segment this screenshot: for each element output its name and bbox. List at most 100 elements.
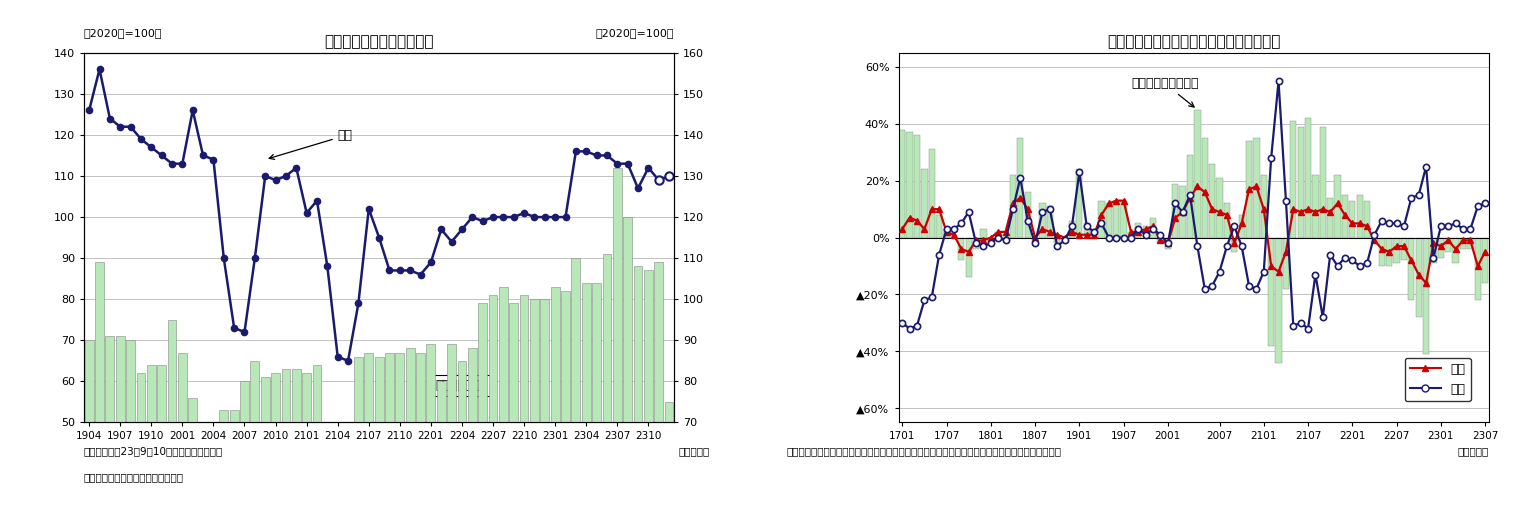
Bar	[913, 135, 921, 238]
Bar	[333, 427, 342, 528]
Bar	[127, 340, 134, 528]
Bar	[1223, 203, 1231, 238]
Bar	[406, 348, 415, 528]
Bar	[1438, 238, 1445, 258]
Bar	[437, 381, 446, 528]
Text: （年・月）: （年・月）	[680, 446, 710, 456]
Bar	[229, 410, 238, 528]
Bar	[1342, 195, 1348, 238]
Bar	[458, 361, 466, 528]
Bar	[1423, 238, 1429, 354]
Bar	[426, 344, 435, 528]
Bar	[1090, 229, 1098, 238]
Bar	[582, 283, 591, 528]
Bar	[1327, 198, 1333, 238]
Bar	[1483, 238, 1489, 283]
Bar	[1467, 238, 1474, 249]
Bar	[1157, 238, 1164, 243]
Bar	[1121, 201, 1127, 238]
Bar	[281, 369, 290, 528]
Bar	[1054, 238, 1060, 243]
Bar	[1267, 238, 1275, 346]
Bar	[654, 262, 663, 528]
Bar	[313, 365, 321, 528]
Text: （注）生産の23年9、10月は予測指数で延長: （注）生産の23年9、10月は予測指数で延長	[84, 446, 223, 456]
Bar	[510, 303, 518, 528]
Bar	[1408, 238, 1414, 300]
Bar	[1009, 175, 1015, 238]
Bar	[1061, 238, 1067, 240]
Bar	[1246, 141, 1252, 238]
Bar	[209, 443, 218, 528]
Bar	[1275, 238, 1281, 363]
Bar	[1460, 238, 1466, 249]
Bar	[1416, 238, 1422, 317]
Bar	[592, 283, 602, 528]
Bar	[447, 344, 457, 528]
Bar	[1319, 127, 1325, 238]
Bar	[365, 353, 373, 528]
Bar	[1002, 235, 1009, 238]
Bar	[1283, 238, 1289, 289]
Bar	[157, 365, 166, 528]
Bar	[1217, 178, 1223, 238]
Bar	[560, 291, 570, 528]
Bar	[951, 235, 957, 238]
Bar	[188, 398, 197, 528]
Bar	[1135, 223, 1142, 238]
Bar	[105, 336, 115, 528]
Bar	[1142, 226, 1148, 238]
Bar	[302, 373, 312, 528]
Bar	[385, 353, 394, 528]
Bar	[1069, 221, 1075, 238]
Bar	[571, 258, 580, 528]
Bar	[1106, 203, 1112, 238]
Bar	[1128, 232, 1135, 238]
Bar	[322, 422, 331, 528]
Bar	[1173, 184, 1179, 238]
Bar	[907, 133, 913, 238]
Bar	[996, 232, 1002, 238]
Bar	[1040, 203, 1046, 238]
Bar	[1387, 238, 1393, 266]
Bar	[344, 439, 353, 528]
Bar	[965, 238, 971, 277]
Bar	[499, 287, 508, 528]
Bar	[1356, 195, 1362, 238]
Bar	[220, 410, 228, 528]
Bar	[1098, 201, 1104, 238]
Bar	[519, 295, 528, 528]
Text: 出荷・在庫バランス: 出荷・在庫バランス	[1132, 77, 1199, 107]
Bar	[973, 238, 979, 249]
Bar	[603, 254, 611, 528]
Text: （年・月）: （年・月）	[1458, 446, 1489, 456]
Bar	[1364, 201, 1370, 238]
Bar	[1186, 155, 1193, 238]
Bar	[199, 451, 208, 528]
Bar	[1113, 201, 1119, 238]
Bar	[634, 266, 643, 528]
Bar	[1298, 127, 1304, 238]
Bar	[395, 353, 405, 528]
Bar	[1400, 238, 1406, 260]
Bar	[489, 295, 498, 528]
Bar	[354, 357, 363, 528]
Bar	[179, 353, 186, 528]
Bar	[1238, 215, 1245, 238]
Bar	[86, 340, 93, 528]
Bar	[1032, 238, 1038, 243]
Bar	[899, 129, 906, 238]
Bar	[1350, 201, 1356, 238]
Bar	[1202, 138, 1208, 238]
Bar	[530, 299, 539, 528]
Bar	[417, 353, 425, 528]
Bar	[95, 262, 104, 528]
Bar	[623, 217, 632, 528]
Bar	[664, 402, 673, 528]
Bar	[478, 303, 487, 528]
Legend: 出荷, 在庫: 出荷, 在庫	[1405, 358, 1471, 401]
Bar	[612, 168, 621, 528]
Bar	[1077, 169, 1083, 238]
Bar	[374, 357, 383, 528]
Text: （2020年=100）: （2020年=100）	[596, 28, 675, 38]
